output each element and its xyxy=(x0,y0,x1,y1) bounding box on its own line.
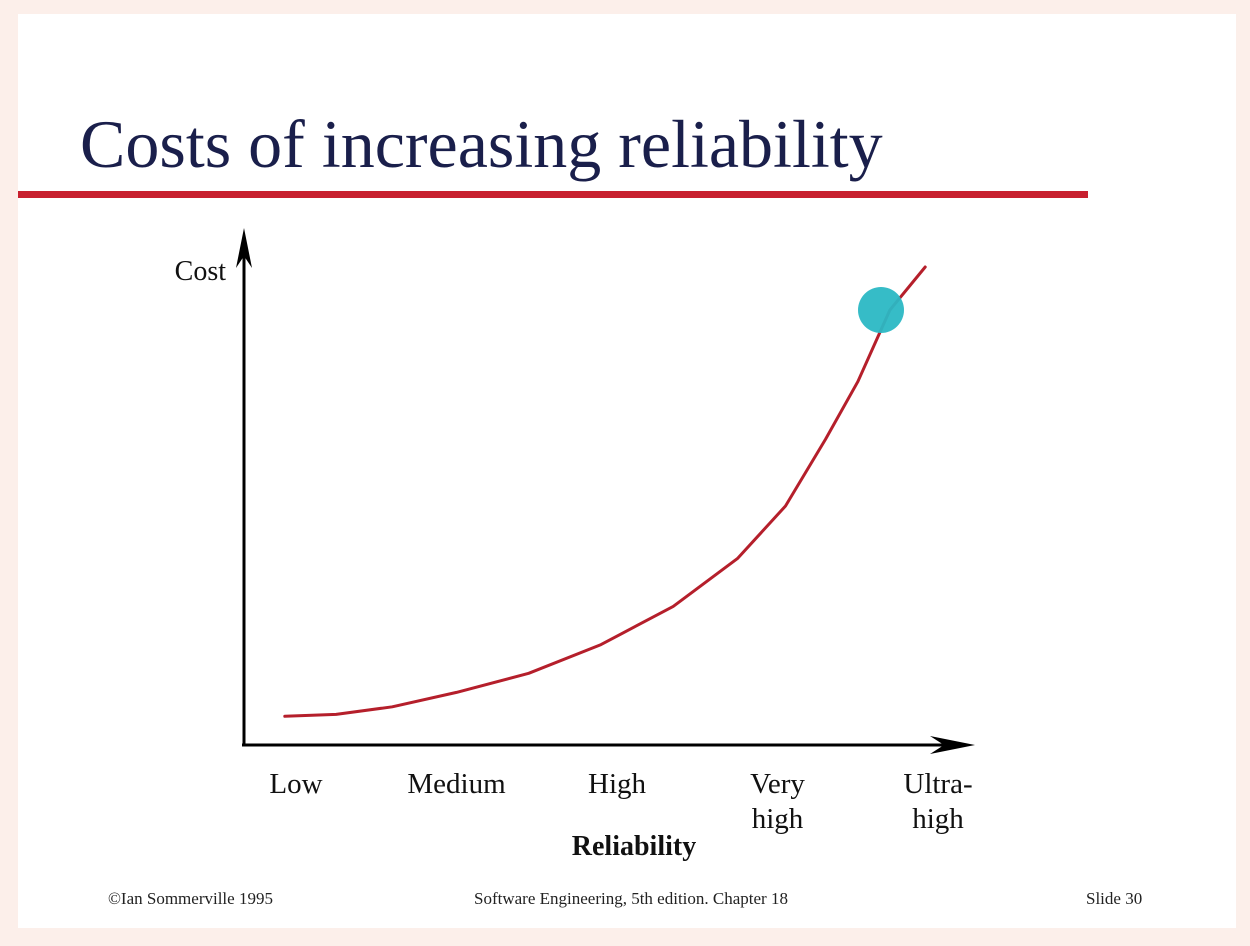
footer-slide-number: Slide 30 xyxy=(1086,889,1143,908)
x-tick-label: Medium xyxy=(407,768,506,800)
x-tick-label: Very high xyxy=(750,768,805,835)
pointer-dot xyxy=(858,287,904,333)
x-axis-arrow xyxy=(930,736,975,754)
slide: Costs of increasing reliability ©Ian Som… xyxy=(18,14,1236,928)
x-tick-label: Ultra-high xyxy=(903,768,972,835)
slide-title: Costs of increasing reliability xyxy=(80,106,883,182)
footer-course: Software Engineering, 5th edition. Chapt… xyxy=(474,889,788,908)
x-axis xyxy=(242,736,975,754)
x-axis-label: Reliability xyxy=(572,831,696,862)
x-tick-label: Low xyxy=(269,768,322,800)
title-rule xyxy=(18,191,1088,198)
y-axis-label: Cost xyxy=(175,256,227,287)
x-tick-label: High xyxy=(588,768,647,800)
y-axis-arrow xyxy=(236,228,252,268)
footer-copyright: ©Ian Sommerville 1995 xyxy=(108,889,273,908)
y-axis xyxy=(236,228,252,745)
x-tick-labels: Low Medium High Very high Ultra-high xyxy=(269,768,972,835)
cost-curve xyxy=(283,265,927,718)
